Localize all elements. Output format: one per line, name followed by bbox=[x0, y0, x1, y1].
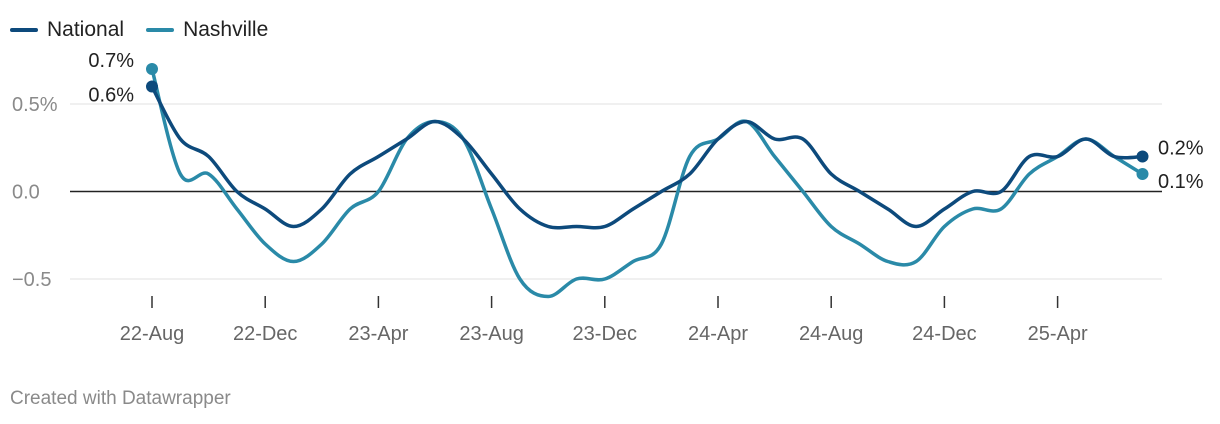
chart-credit: Created with Datawrapper bbox=[10, 388, 231, 409]
start-label-nashville: 0.7% bbox=[88, 50, 134, 72]
legend-item-national: National bbox=[10, 18, 124, 42]
x-tick-label: 24-Apr bbox=[688, 323, 748, 345]
series-line-nashville bbox=[150, 67, 1145, 299]
y-axis-ticks: 0.5% 0.0 −0.5 bbox=[12, 94, 58, 291]
start-point-national bbox=[146, 80, 158, 93]
end-point-national bbox=[1136, 150, 1149, 163]
x-tick-label: 23-Apr bbox=[348, 323, 408, 345]
end-point-nashville bbox=[1136, 168, 1149, 180]
series-value-labels: 0.7% 0.6% 0.2% 0.1% bbox=[88, 50, 1203, 193]
end-label-national: 0.2% bbox=[1158, 138, 1204, 160]
y-tick-label: 0.0 bbox=[12, 182, 40, 204]
legend-label-national: National bbox=[47, 18, 125, 41]
start-label-national: 0.6% bbox=[88, 85, 134, 107]
x-tick-label: 25-Apr bbox=[1028, 323, 1088, 345]
start-point-nashville bbox=[146, 63, 158, 75]
legend-item-nashville: Nashville bbox=[146, 18, 268, 42]
x-tick-label: 22-Aug bbox=[120, 323, 185, 345]
legend-swatch-national bbox=[10, 28, 38, 32]
series-markers bbox=[146, 63, 1149, 180]
y-tick-label: 0.5% bbox=[12, 94, 58, 116]
x-axis-ticks: 22-Aug 22-Dec 23-Apr 23-Aug 23-Dec 24-Apr 24-A… bbox=[120, 296, 1088, 345]
x-tick-label: 23-Aug bbox=[459, 323, 524, 345]
chart-legend: National Nashville bbox=[10, 14, 268, 46]
end-label-nashville: 0.1% bbox=[1158, 171, 1204, 193]
x-tick-label: 22-Dec bbox=[233, 323, 297, 345]
x-tick-label: 24-Dec bbox=[912, 323, 976, 345]
legend-label-nashville: Nashville bbox=[183, 18, 269, 41]
legend-swatch-nashville bbox=[146, 28, 175, 32]
x-tick-label: 24-Aug bbox=[799, 323, 864, 345]
line-chart: 0.5% 0.0 −0.5 22-Aug 22-Dec 23-Apr 23-Aug 23-D… bbox=[12, 50, 1204, 345]
x-tick-label: 23-Dec bbox=[573, 323, 637, 345]
y-tick-label: −0.5 bbox=[12, 269, 51, 291]
series-line-national bbox=[150, 84, 1145, 230]
series-lines bbox=[150, 67, 1145, 299]
